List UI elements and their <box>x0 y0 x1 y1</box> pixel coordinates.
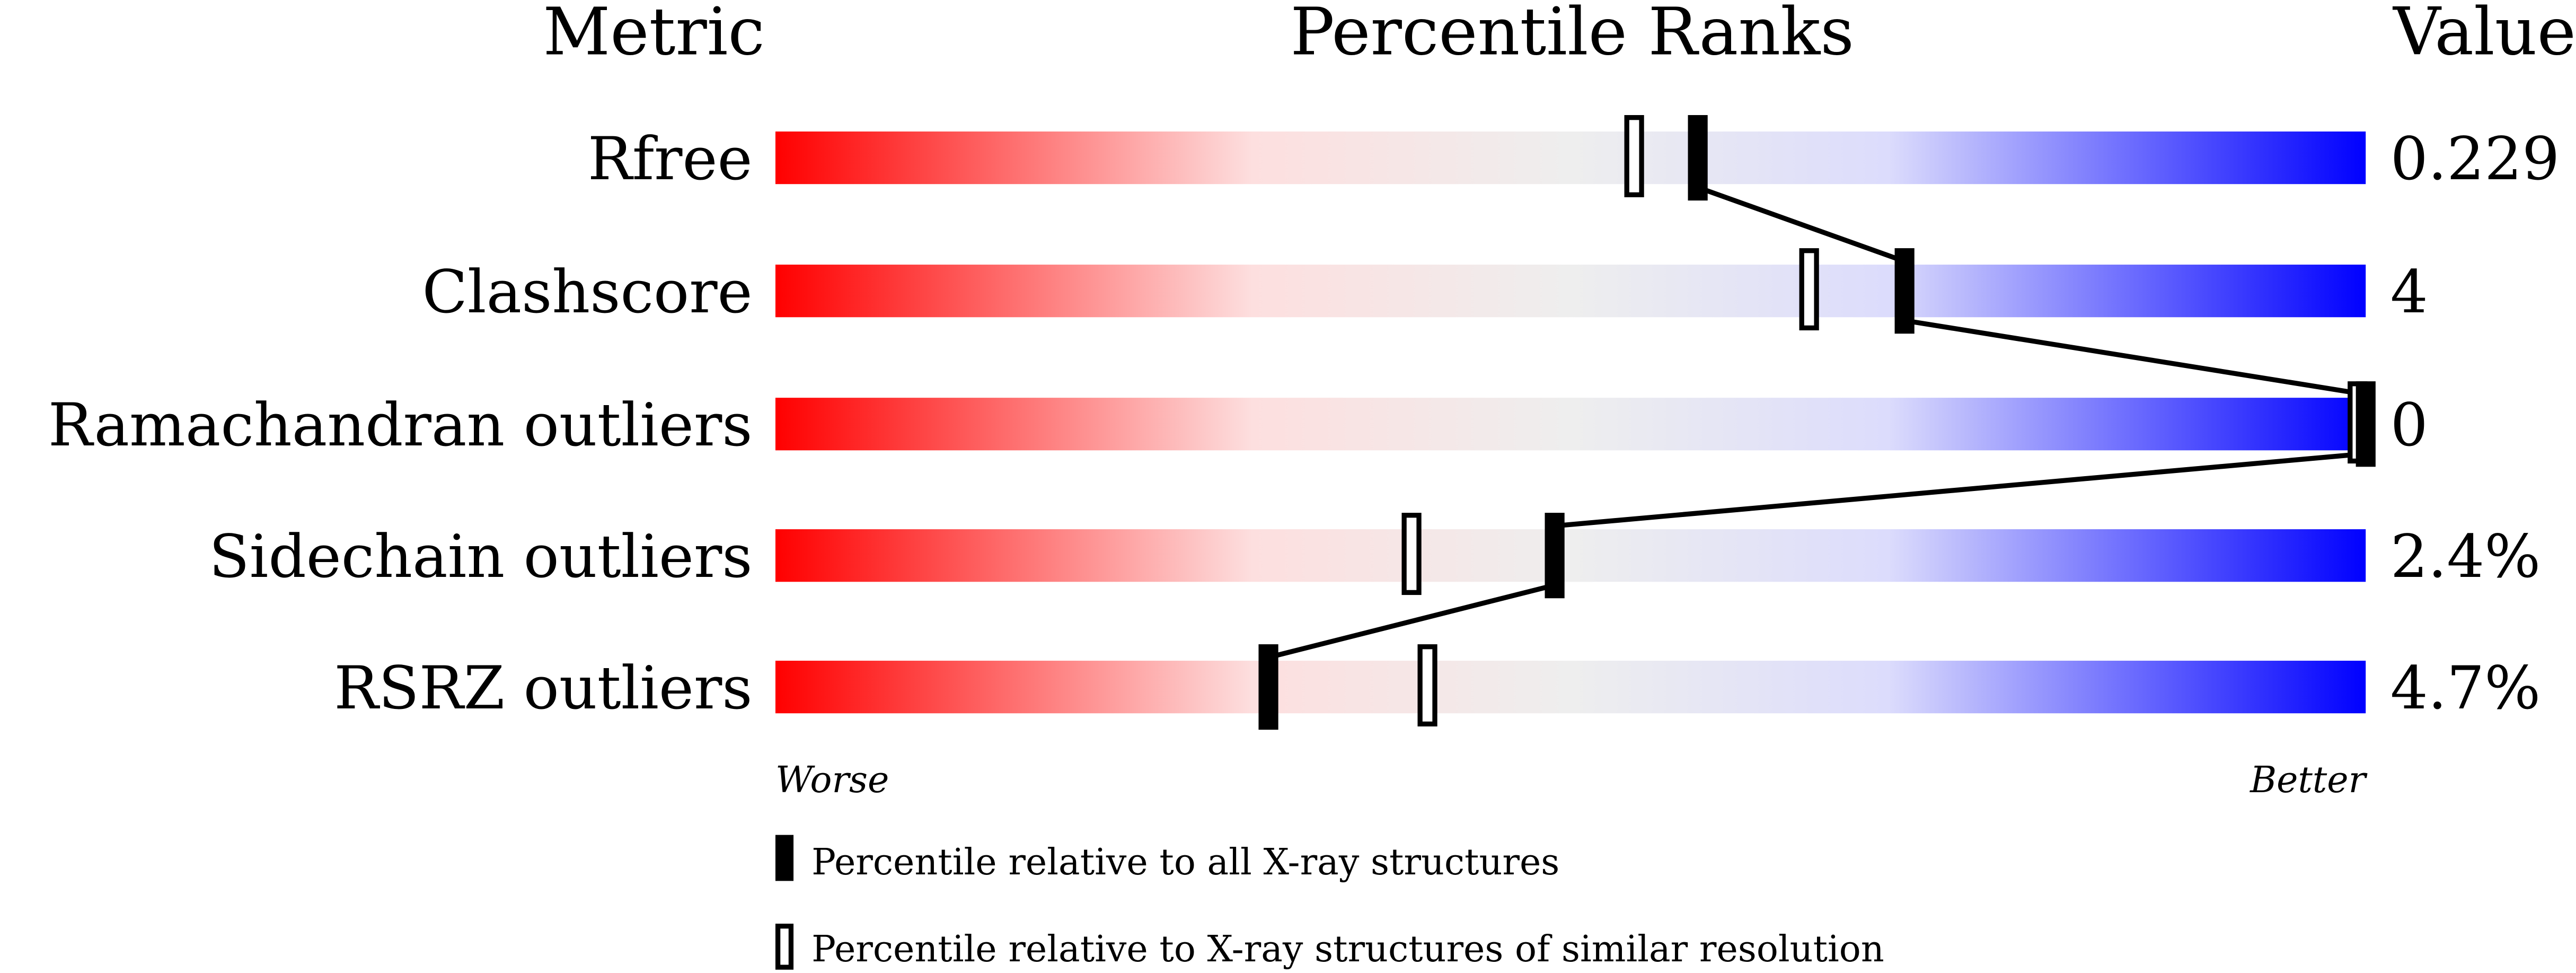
percentile-bar-ramachandran-outliers <box>775 398 2366 451</box>
metric-value-rfree: 0.229 <box>2390 125 2560 194</box>
legend-label-similar: Percentile relative to X-ray structures … <box>811 928 1884 970</box>
percentile-bar-clashscore <box>775 265 2366 318</box>
marker-similar-sidechain-outliers <box>1401 513 1422 595</box>
percentile-bar-rfree <box>775 132 2366 185</box>
metric-value-clashscore: 4 <box>2390 258 2428 327</box>
connector-line <box>1904 318 2367 397</box>
marker-similar-rfree <box>1624 115 1644 197</box>
metric-label-rfree: Rfree <box>588 125 753 194</box>
metric-label-rsrz-outliers: RSRZ outliers <box>334 654 752 723</box>
metric-value-ramachandran-outliers: 0 <box>2390 391 2428 460</box>
marker-all-rsrz-outliers <box>1258 644 1278 730</box>
legend-open-marker-icon <box>775 923 794 970</box>
marker-similar-clashscore <box>1799 248 1819 331</box>
percentile-bar-rsrz-outliers <box>775 661 2366 714</box>
marker-all-clashscore <box>1894 248 1915 334</box>
header-percentile-ranks: Percentile Ranks <box>1290 0 1854 70</box>
legend-filled-marker-icon <box>775 835 794 881</box>
connector-line <box>1554 451 2366 529</box>
percentile-bar-sidechain-outliers <box>775 529 2366 582</box>
axis-better-label: Better <box>2249 759 2368 801</box>
metric-label-sidechain-outliers: Sidechain outliers <box>209 522 752 591</box>
metric-value-rsrz-outliers: 4.7% <box>2390 654 2540 723</box>
connector-line <box>1267 582 1556 660</box>
axis-worse-label: Worse <box>775 759 889 801</box>
marker-all-rfree <box>1688 115 1708 201</box>
marker-similar-rsrz-outliers <box>1417 644 1437 727</box>
metric-value-sidechain-outliers: 2.4% <box>2390 522 2540 591</box>
header-value: Value <box>2392 0 2576 70</box>
metric-label-ramachandran-outliers: Ramachandran outliers <box>48 391 753 460</box>
connector-line <box>1697 185 1905 264</box>
metric-label-clashscore: Clashscore <box>422 258 753 327</box>
legend-label-all: Percentile relative to all X-ray structu… <box>811 841 1559 883</box>
marker-all-ramachandran-outliers <box>2356 381 2376 467</box>
header-metric: Metric <box>543 0 764 70</box>
marker-all-sidechain-outliers <box>1545 513 1565 599</box>
